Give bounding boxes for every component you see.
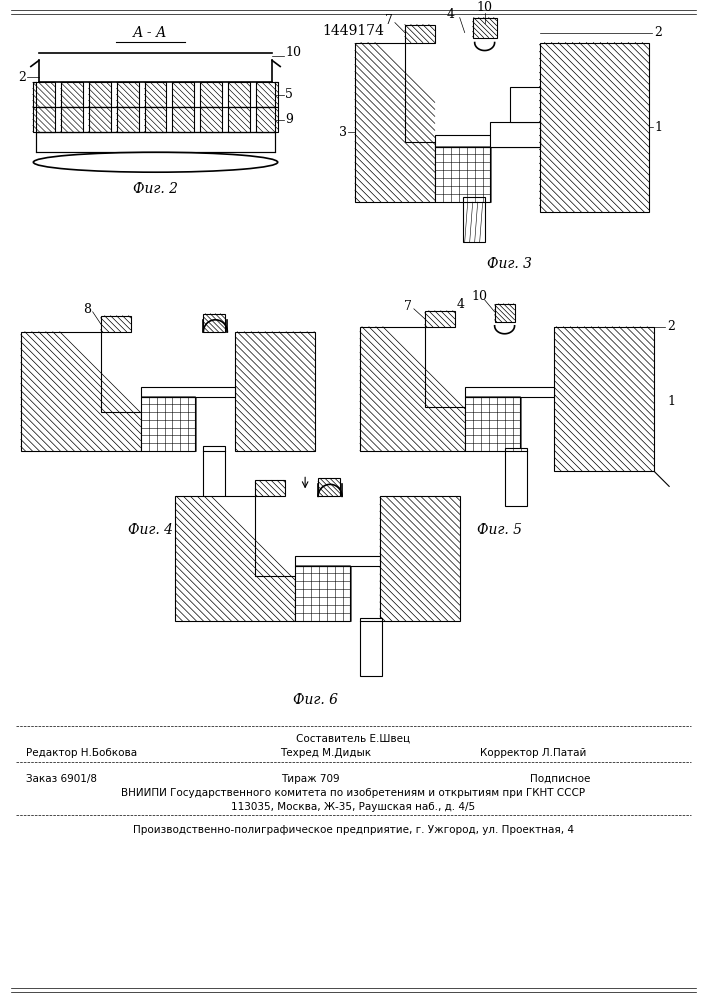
Text: А - А: А - А bbox=[134, 26, 168, 40]
Text: Фиг. 2: Фиг. 2 bbox=[133, 182, 178, 196]
Bar bbox=[36, 132, 275, 152]
Bar bbox=[255, 480, 285, 496]
Bar bbox=[200, 82, 222, 107]
Text: 7: 7 bbox=[385, 14, 393, 27]
Bar bbox=[505, 448, 527, 506]
Text: 113035, Москва, Ж-35, Раушская наб., д. 4/5: 113035, Москва, Ж-35, Раушская наб., д. … bbox=[231, 802, 475, 812]
Bar bbox=[435, 135, 539, 147]
Bar bbox=[256, 107, 278, 132]
Text: Фиг. 5: Фиг. 5 bbox=[477, 523, 522, 537]
Bar bbox=[462, 197, 485, 242]
Bar bbox=[228, 107, 250, 132]
Text: Тираж 709: Тираж 709 bbox=[281, 774, 339, 784]
Bar bbox=[318, 478, 340, 496]
Polygon shape bbox=[355, 43, 435, 202]
Text: 10: 10 bbox=[477, 1, 493, 14]
Text: 1449174: 1449174 bbox=[322, 24, 384, 38]
Text: Составитель Е.Швец: Составитель Е.Швец bbox=[296, 734, 410, 744]
Text: 4: 4 bbox=[457, 298, 464, 311]
Bar bbox=[144, 82, 166, 107]
Bar bbox=[100, 316, 131, 332]
Text: 2: 2 bbox=[667, 320, 675, 333]
Bar bbox=[295, 566, 350, 621]
Bar bbox=[510, 87, 539, 122]
Bar bbox=[295, 556, 380, 566]
Bar bbox=[117, 107, 139, 132]
Ellipse shape bbox=[33, 152, 278, 172]
Bar bbox=[228, 82, 250, 107]
Bar bbox=[473, 18, 496, 38]
Text: Техред М.Дидык: Техред М.Дидык bbox=[280, 748, 371, 758]
Bar bbox=[88, 107, 110, 132]
Bar bbox=[539, 43, 649, 212]
Text: 10: 10 bbox=[472, 290, 488, 303]
Polygon shape bbox=[175, 496, 295, 621]
Text: Фиг. 3: Фиг. 3 bbox=[487, 257, 532, 271]
Bar bbox=[204, 314, 226, 332]
Text: 1: 1 bbox=[667, 395, 675, 408]
Text: ВНИИПИ Государственного комитета по изобретениям и открытиям при ГКНТ СССР: ВНИИПИ Государственного комитета по изоб… bbox=[121, 788, 585, 798]
Text: Производственно-полиграфическое предприятие, г. Ужгород, ул. Проектная, 4: Производственно-полиграфическое предприя… bbox=[132, 825, 573, 835]
Bar bbox=[435, 147, 490, 202]
Text: 7: 7 bbox=[404, 300, 412, 313]
Text: 8: 8 bbox=[83, 303, 90, 316]
Bar bbox=[464, 387, 554, 397]
Bar bbox=[200, 107, 222, 132]
Text: 10: 10 bbox=[285, 46, 301, 59]
Text: Фиг. 6: Фиг. 6 bbox=[293, 693, 338, 707]
Bar bbox=[144, 107, 166, 132]
Bar bbox=[141, 387, 235, 397]
Text: Редактор Н.Бобкова: Редактор Н.Бобкова bbox=[26, 748, 137, 758]
Bar bbox=[360, 618, 382, 676]
Text: Заказ 6901/8: Заказ 6901/8 bbox=[26, 774, 97, 784]
Text: 3: 3 bbox=[339, 126, 347, 139]
Text: 5: 5 bbox=[285, 88, 293, 101]
Bar bbox=[495, 304, 515, 322]
Bar bbox=[117, 82, 139, 107]
Bar bbox=[141, 397, 195, 451]
Bar bbox=[61, 82, 83, 107]
Text: 1: 1 bbox=[654, 121, 662, 134]
Text: Корректор Л.Патай: Корректор Л.Патай bbox=[479, 748, 586, 758]
Text: Подписное: Подписное bbox=[530, 774, 590, 784]
Bar bbox=[490, 122, 539, 147]
Bar bbox=[173, 82, 194, 107]
Text: 2: 2 bbox=[654, 26, 662, 39]
Polygon shape bbox=[360, 327, 464, 451]
Bar bbox=[33, 82, 55, 107]
Bar bbox=[256, 82, 278, 107]
Bar bbox=[33, 107, 55, 132]
Bar bbox=[425, 311, 455, 327]
Bar bbox=[88, 82, 110, 107]
Text: Фиг. 4: Фиг. 4 bbox=[128, 523, 173, 537]
Bar bbox=[204, 446, 226, 506]
Text: 9: 9 bbox=[285, 113, 293, 126]
Bar bbox=[235, 332, 315, 451]
Polygon shape bbox=[21, 332, 141, 451]
Bar bbox=[61, 107, 83, 132]
Bar bbox=[464, 397, 520, 451]
Bar bbox=[405, 25, 435, 43]
Bar bbox=[173, 107, 194, 132]
Text: 4: 4 bbox=[447, 8, 455, 21]
Text: 2: 2 bbox=[18, 71, 26, 84]
Bar bbox=[554, 327, 654, 471]
Bar bbox=[380, 496, 460, 621]
